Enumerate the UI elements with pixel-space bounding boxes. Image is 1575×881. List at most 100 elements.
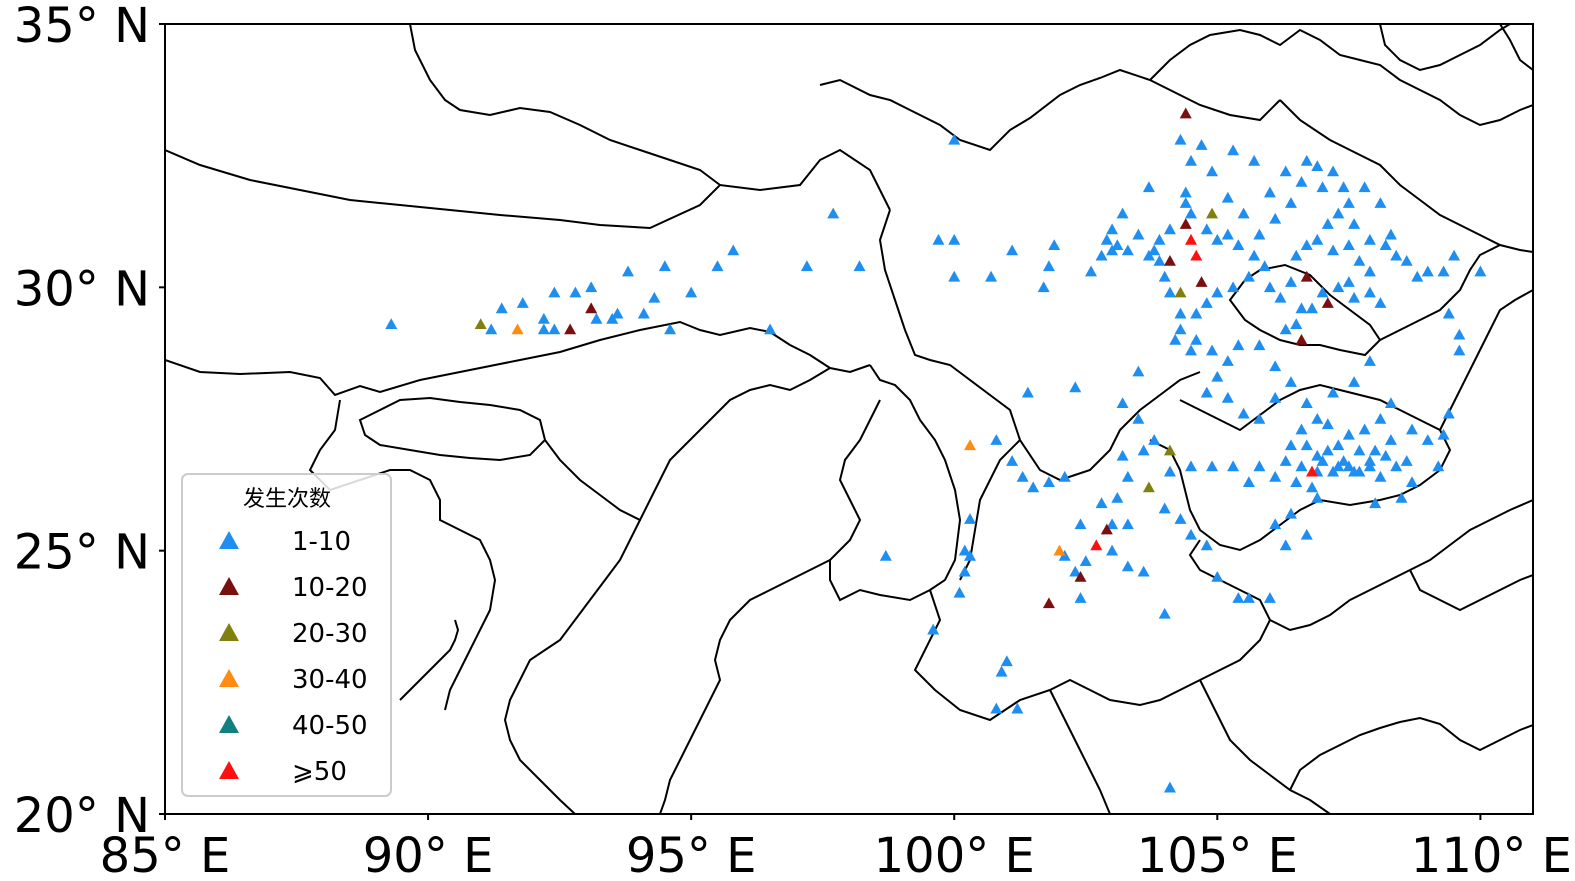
occurrence-marker xyxy=(1421,265,1434,277)
lat-tick-label: 35° N xyxy=(14,0,150,54)
occurrence-marker xyxy=(1300,239,1313,250)
boundary-gansu xyxy=(1149,28,1533,127)
occurrence-marker xyxy=(1179,197,1192,208)
occurrence-marker xyxy=(1153,255,1166,266)
occurrence-marker xyxy=(1448,249,1461,261)
boundary-laos xyxy=(1049,689,1111,814)
legend-label: 1-10 xyxy=(292,527,351,557)
occurrence-marker xyxy=(990,702,1003,714)
boundary-tibet-north xyxy=(165,148,891,230)
occurrence-marker xyxy=(1111,239,1124,250)
occurrence-marker xyxy=(1185,460,1197,472)
boundary-tibet-south xyxy=(165,320,871,397)
longitude-labels: 85° E 90° E 95° E 100° E 105° E 110° E xyxy=(100,814,1572,881)
occurrence-marker xyxy=(1279,165,1292,177)
occurrence-marker xyxy=(1327,244,1340,256)
occurrence-marker xyxy=(1116,207,1129,219)
occurrence-marker xyxy=(590,312,603,324)
occurrence-marker xyxy=(1374,413,1387,424)
occurrence-marker xyxy=(1242,270,1255,282)
occurrence-marker xyxy=(1137,444,1150,456)
occurrence-marker xyxy=(1016,470,1029,482)
legend-marker xyxy=(219,623,239,641)
occurrence-marker xyxy=(1069,565,1082,577)
occurrence-marker xyxy=(1132,365,1145,377)
occurrence-marker xyxy=(1374,297,1387,308)
boundary-guizhou xyxy=(1149,383,1452,552)
occurrence-marker xyxy=(1274,291,1287,303)
occurrence-marker xyxy=(1384,434,1397,445)
occurrence-marker xyxy=(1311,449,1324,461)
occurrence-marker xyxy=(1174,307,1187,319)
occurrence-marker xyxy=(495,302,508,314)
occurrence-marker xyxy=(953,586,966,598)
occurrence-marker xyxy=(1358,181,1371,193)
occurrence-marker xyxy=(1179,218,1192,229)
occurrence-marker xyxy=(1190,249,1203,261)
occurrence-marker xyxy=(1353,465,1366,477)
occurrence-marker xyxy=(1206,165,1219,177)
occurrence-marker xyxy=(1174,323,1187,335)
occurrence-marker xyxy=(1232,239,1245,250)
boundary-hunan-south xyxy=(1409,569,1533,612)
occurrence-marker xyxy=(1027,481,1040,493)
occurrence-marker xyxy=(537,323,550,335)
occurrence-marker xyxy=(1342,276,1355,287)
occurrence-marker xyxy=(1321,297,1334,308)
occurrence-marker xyxy=(1290,249,1303,261)
occurrence-marker xyxy=(1158,607,1171,619)
occurrence-marker xyxy=(1332,460,1345,472)
occurrence-marker xyxy=(1342,460,1355,472)
occurrence-marker xyxy=(1269,470,1282,482)
occurrence-marker xyxy=(1248,154,1261,166)
occurrence-marker xyxy=(1185,233,1197,245)
occurrence-marker xyxy=(958,544,971,556)
occurrence-marker xyxy=(1185,154,1197,166)
occurrence-marker xyxy=(1200,223,1213,235)
occurrence-marker xyxy=(1348,291,1361,303)
occurrence-marker xyxy=(1148,244,1161,256)
lon-tick-label: 105° E xyxy=(1137,828,1298,881)
occurrence-marker xyxy=(1263,592,1276,603)
occurrence-marker xyxy=(1148,434,1161,445)
occurrence-marker xyxy=(1085,265,1098,277)
occurrence-marker xyxy=(1369,444,1382,456)
occurrence-marker xyxy=(637,307,650,319)
legend-label: ⩾50 xyxy=(292,757,347,787)
occurrence-marker xyxy=(1400,455,1413,466)
occurrence-marker xyxy=(1185,528,1197,540)
marker-layer xyxy=(385,107,1487,793)
occurrence-marker xyxy=(1269,360,1282,372)
occurrence-marker xyxy=(1106,544,1119,556)
occurrence-marker xyxy=(1290,476,1303,487)
occurrence-marker xyxy=(1279,539,1292,551)
occurrence-marker xyxy=(1353,444,1366,456)
occurrence-marker xyxy=(1058,470,1071,482)
occurrence-marker xyxy=(648,291,661,303)
legend-label: 20-30 xyxy=(292,619,368,649)
occurrence-marker xyxy=(1284,276,1297,287)
occurrence-marker xyxy=(1211,370,1224,382)
occurrence-marker xyxy=(1284,439,1297,451)
occurrence-marker xyxy=(1269,391,1282,403)
occurrence-marker xyxy=(985,270,998,282)
occurrence-marker xyxy=(1474,265,1487,277)
occurrence-marker xyxy=(658,260,671,272)
occurrence-marker xyxy=(1327,165,1340,177)
occurrence-marker xyxy=(1195,139,1208,150)
lon-tick-label: 110° E xyxy=(1411,828,1572,881)
boundary-yunnan xyxy=(829,364,962,602)
occurrence-marker xyxy=(1253,339,1266,351)
occurrence-marker xyxy=(1321,444,1334,456)
occurrence-marker xyxy=(1163,223,1176,235)
occurrence-marker xyxy=(1021,386,1034,398)
occurrence-marker xyxy=(1121,244,1134,256)
boundary-hubei xyxy=(1379,244,1501,341)
occurrence-marker xyxy=(1384,397,1397,408)
occurrence-marker xyxy=(1300,439,1313,451)
occurrence-marker xyxy=(1363,233,1376,245)
occurrence-marker xyxy=(1074,571,1087,582)
occurrence-marker xyxy=(1095,249,1108,261)
occurrence-marker xyxy=(1174,286,1187,298)
occurrence-marker xyxy=(964,549,977,561)
